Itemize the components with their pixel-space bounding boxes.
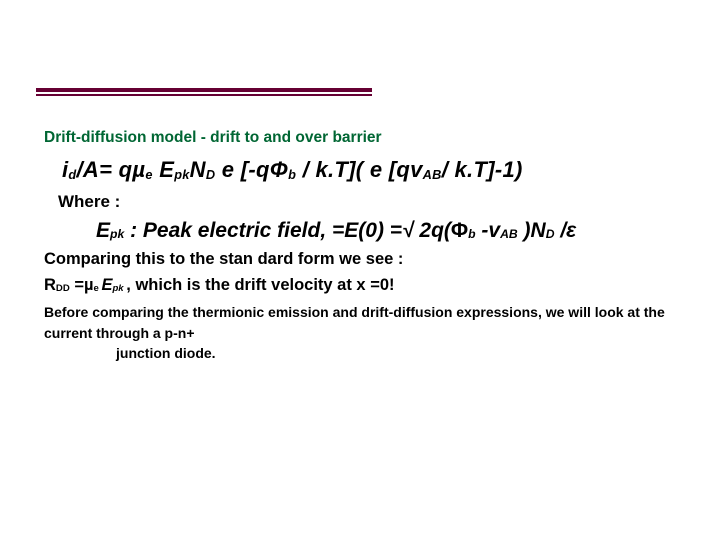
eq-part: /A= qµ: [77, 157, 146, 182]
divider-rule: [36, 88, 372, 97]
epk-part: /ε: [555, 219, 577, 242]
where-label: Where :: [58, 191, 692, 214]
rdd-sub: DD: [56, 283, 70, 294]
eq-part: / k.T]-1): [442, 157, 523, 182]
epk-definition: Epk : Peak electric field, =E(0) =√ 2q(Φ…: [96, 218, 682, 244]
eq-part: e [-qΦ: [215, 157, 288, 182]
eq-part: E: [153, 157, 174, 182]
rdd-part: E: [101, 276, 112, 294]
rule-thick: [36, 88, 372, 92]
rdd-sub: e: [93, 283, 101, 294]
final-line1: Before comparing the thermionic emission…: [44, 304, 665, 340]
epk-part: )N: [518, 219, 546, 242]
rdd-equation: RDD =µe Epk , which is the drift velocit…: [44, 274, 692, 296]
rdd-part: , which is the drift velocity at x =0!: [126, 276, 394, 294]
epk-sub: pk: [110, 227, 124, 241]
section-heading: Drift-diffusion model - drift to and ove…: [44, 128, 692, 149]
rule-thin: [36, 94, 372, 96]
eq-sub: b: [288, 167, 296, 182]
rdd-part: R: [44, 276, 56, 294]
final-paragraph: Before comparing the thermionic emission…: [44, 302, 692, 343]
eq-part: N: [190, 157, 206, 182]
final-paragraph-cont: junction diode.: [116, 343, 692, 363]
slide: Drift-diffusion model - drift to and ove…: [0, 0, 720, 540]
final-line2: junction diode.: [116, 345, 216, 361]
epk-part: -v: [476, 219, 501, 242]
epk-part: : Peak electric field, =E(0) =√ 2q(: [124, 219, 451, 242]
eq-sub: D: [206, 167, 216, 182]
main-equation: id/A= qµe EpkND e [-qΦb / k.T]( e [qvAB/…: [62, 155, 692, 185]
epk-part: Φ: [451, 219, 468, 242]
epk-sub: AB: [500, 227, 518, 241]
eq-sub: d: [68, 167, 76, 182]
rdd-part: =µ: [70, 276, 94, 294]
eq-sub: pk: [174, 167, 189, 182]
content-block: Drift-diffusion model - drift to and ove…: [44, 128, 692, 363]
eq-part: / k.T]( e [qv: [296, 157, 422, 182]
rdd-sub: pk: [112, 283, 126, 294]
epk-sub: b: [468, 227, 475, 241]
epk-sub: D: [546, 227, 555, 241]
eq-sub: e: [145, 167, 152, 182]
epk-part: E: [96, 219, 110, 242]
compare-text: Comparing this to the stan dard form we …: [44, 248, 692, 270]
eq-sub: AB: [423, 167, 442, 182]
